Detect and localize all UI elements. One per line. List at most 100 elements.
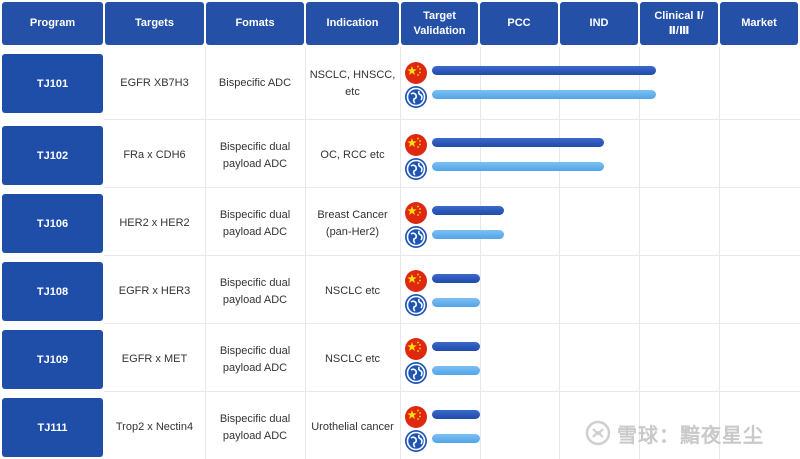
header-clinical: Clinical Ⅰ/ Ⅱ/Ⅲ <box>640 2 718 45</box>
formats-line1: Bispecific dual <box>219 344 291 357</box>
targets-text: Trop2 x Nectin4 <box>115 421 194 433</box>
table-row: TJ111 Trop2 x Nectin4 Bispecific dual paylo… <box>0 398 800 457</box>
header-market: Market <box>720 2 798 45</box>
globe-icon <box>405 86 427 108</box>
header-program: Program <box>2 2 103 45</box>
china-progress-bar <box>432 206 504 215</box>
header-indication: Indication <box>306 2 399 45</box>
global-progress-bar <box>432 298 480 307</box>
global-progress-bar <box>432 434 480 443</box>
grid-line <box>205 47 206 459</box>
table-row: TJ101 EGFR XB7H3 Bispecific ADC NSCLC, HNSC… <box>0 54 800 113</box>
indication-cell: NSCLC etc <box>306 330 399 389</box>
china-flag-icon <box>405 406 427 428</box>
targets-cell: HER2 x HER2 <box>105 194 204 253</box>
header-targets: Targets <box>105 2 204 45</box>
program-name: TJ108 <box>36 285 69 298</box>
grid-line <box>480 47 481 459</box>
china-progress-bar <box>432 66 656 75</box>
formats-line1: Bispecific dual <box>219 412 291 425</box>
targets-cell: EGFR x MET <box>105 330 204 389</box>
watermark: 雪球：黯夜星尘 <box>585 418 795 448</box>
header-pcc: PCC <box>480 2 558 45</box>
china-progress-bar <box>432 274 480 283</box>
formats-cell: Bispecific dual payload ADC <box>206 330 304 389</box>
program-name: TJ106 <box>36 217 69 230</box>
targets-cell: FRa x CDH6 <box>105 126 204 185</box>
targets-text: HER2 x HER2 <box>119 217 190 229</box>
china-progress-bar <box>432 342 480 351</box>
globe-icon <box>405 158 427 180</box>
program-name: TJ101 <box>36 77 69 90</box>
formats-line2: payload ADC <box>222 429 288 442</box>
indication-cell: NSCLC etc <box>306 262 399 321</box>
china-flag-icon <box>405 202 427 224</box>
targets-text: EGFR x MET <box>121 353 188 365</box>
program-name: TJ102 <box>36 149 69 162</box>
formats-line1: Bispecific ADC <box>218 77 292 89</box>
global-progress-bar <box>432 230 504 239</box>
row-divider <box>104 119 800 120</box>
formats-line1: Bispecific dual <box>219 140 291 153</box>
table-row: TJ108 EGFR x HER3 Bispecific dual payload A… <box>0 262 800 321</box>
indication-line2: etc <box>345 85 360 98</box>
formats-cell: Bispecific dual payload ADC <box>206 126 304 185</box>
table-row: TJ106 HER2 x HER2 Bispecific dual payload A… <box>0 194 800 253</box>
program-cell: TJ111 <box>2 398 103 457</box>
table-header: Program Targets Fomats Indication Target… <box>0 0 800 46</box>
targets-cell: EGFR x HER3 <box>105 262 204 321</box>
formats-line2: payload ADC <box>222 157 288 170</box>
targets-text: FRa x CDH6 <box>123 149 186 161</box>
targets-text: EGFR XB7H3 <box>120 77 189 89</box>
formats-cell: Bispecific dual payload ADC <box>206 398 304 457</box>
indication-line1: NSCLC etc <box>324 353 381 365</box>
indication-line2: (pan-Her2) <box>325 225 380 238</box>
grid-line <box>559 47 560 459</box>
row-divider <box>104 391 800 392</box>
program-cell: TJ106 <box>2 194 103 253</box>
table-row: TJ109 EGFR x MET Bispecific dual payload AD… <box>0 330 800 389</box>
globe-icon <box>405 294 427 316</box>
china-flag-icon <box>405 270 427 292</box>
formats-line2: payload ADC <box>222 225 288 238</box>
globe-icon <box>405 430 427 452</box>
indication-line1: NSCLC etc <box>324 285 381 297</box>
china-flag-icon <box>405 62 427 84</box>
global-progress-bar <box>432 162 604 171</box>
grid-line <box>719 47 720 459</box>
program-cell: TJ108 <box>2 262 103 321</box>
grid-line <box>305 47 306 459</box>
header-target-validation: Target Validation <box>401 2 478 45</box>
program-cell: TJ101 <box>2 54 103 113</box>
grid-line <box>400 47 401 459</box>
formats-cell: Bispecific dual payload ADC <box>206 262 304 321</box>
indication-cell: Breast Cancer (pan-Her2) <box>306 194 399 253</box>
program-name: TJ111 <box>37 421 68 434</box>
globe-icon <box>405 226 427 248</box>
global-progress-bar <box>432 366 480 375</box>
indication-cell: NSCLC, HNSCC, etc <box>306 54 399 113</box>
program-cell: TJ109 <box>2 330 103 389</box>
formats-line2: payload ADC <box>222 293 288 306</box>
targets-cell: EGFR XB7H3 <box>105 54 204 113</box>
indication-cell: OC, RCC etc <box>306 126 399 185</box>
grid-line <box>639 47 640 459</box>
snowball-logo-icon <box>585 420 611 446</box>
row-divider <box>104 187 800 188</box>
global-progress-bar <box>432 90 656 99</box>
targets-cell: Trop2 x Nectin4 <box>105 398 204 457</box>
indication-line1: Breast Cancer <box>317 208 388 221</box>
program-name: TJ109 <box>36 353 69 366</box>
indication-line1: OC, RCC etc <box>320 149 385 161</box>
china-progress-bar <box>432 410 480 419</box>
row-divider <box>104 255 800 256</box>
formats-line1: Bispecific dual <box>219 208 291 221</box>
formats-cell: Bispecific ADC <box>206 54 304 113</box>
row-divider <box>104 323 800 324</box>
formats-line2: payload ADC <box>222 361 288 374</box>
targets-text: EGFR x HER3 <box>118 285 191 297</box>
table-row: TJ102 FRa x CDH6 Bispecific dual payload AD… <box>0 126 800 185</box>
formats-line1: Bispecific dual <box>219 276 291 289</box>
header-formats: Fomats <box>206 2 304 45</box>
indication-line1: Urothelial cancer <box>311 421 394 433</box>
